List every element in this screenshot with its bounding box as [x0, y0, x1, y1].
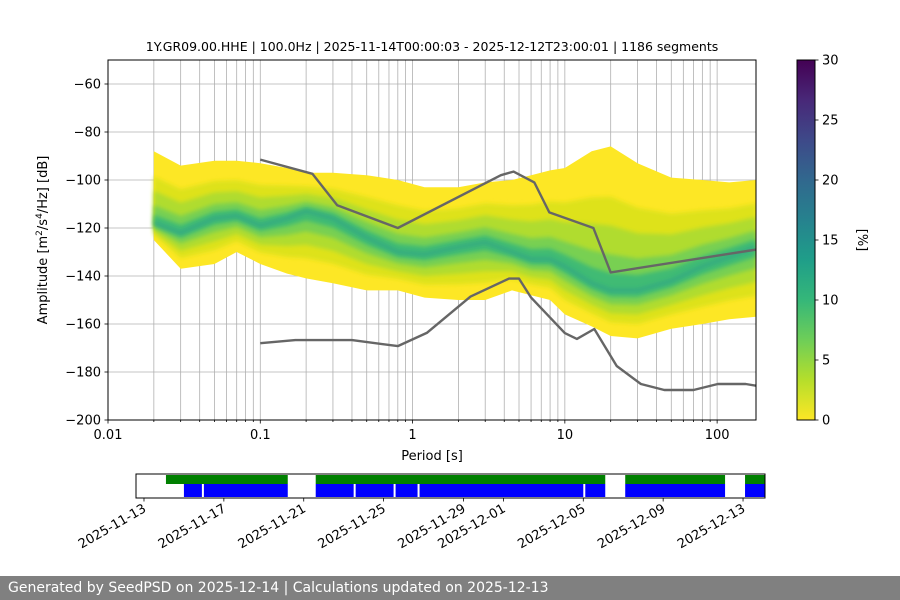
coverage-segment: [183, 484, 202, 497]
timeline-frame: [135, 473, 766, 499]
density-band-peak: [153, 206, 756, 298]
chart-title: 1Y.GR09.00.HHE | 100.0Hz | 2025-11-14T00…: [146, 39, 719, 54]
psd-figure: 1Y.GR09.00.HHE | 100.0Hz | 2025-11-14T00…: [35, 39, 869, 552]
timeline-tick-label: 2025-12-05: [515, 501, 588, 552]
colorbar-tick-label: 25: [822, 114, 839, 129]
y-axis: −200 −180 −160 −140 −120 −100 −80 −60: [65, 78, 108, 429]
data-availability-timeline: 2025-11-13 2025-11-17 2025-11-21 2025-11-25…: [76, 473, 766, 552]
density-mode-ridge: [153, 209, 756, 292]
noise-model-lines: [259, 158, 756, 392]
coverage-segment: [625, 484, 726, 497]
coverage-segment: [315, 484, 354, 497]
coverage-segment: [355, 484, 394, 497]
availability-segment: [745, 475, 765, 484]
colorbar-tick-label: 5: [822, 354, 830, 369]
x-axis: 0.01 0.1 1 10 100: [94, 420, 730, 443]
colorbar-label: [%]: [854, 229, 869, 252]
y-tick-label: −60: [74, 78, 101, 93]
colorbar-tick-label: 20: [822, 174, 839, 189]
y-tick-label: −120: [65, 222, 101, 237]
y-tick-label: −100: [65, 174, 101, 189]
y-tick-label: −200: [65, 414, 101, 429]
colorbar-tick-label: 30: [822, 54, 839, 69]
y-axis-label: Amplitude [m2/s4/Hz] [dB]: [35, 156, 51, 325]
nhnm-line: [259, 158, 756, 274]
timeline-tick-label: 2025-12-09: [595, 501, 668, 552]
x-tick-label: 0.1: [250, 428, 271, 443]
availability-bars: [165, 475, 765, 497]
nlnm-line: [260, 277, 756, 392]
timeline-tick-label: 2025-11-17: [156, 501, 229, 552]
colorbar-gradient: [796, 59, 816, 421]
y-tick-label: −160: [65, 318, 101, 333]
colorbar-tick-label: 15: [822, 234, 839, 249]
coverage-segment: [419, 484, 584, 497]
plot-frame: [107, 59, 757, 421]
footer-text: Generated by SeedPSD on 2025-12-14 | Cal…: [8, 580, 549, 596]
y-tick-label: −180: [65, 366, 101, 381]
x-tick-label: 100: [705, 428, 730, 443]
psd-density-heatmap: [153, 146, 756, 339]
colorbar: 0 5 10 15 20 25 30 [%]: [796, 54, 869, 429]
timeline-tick-label: 2025-11-13: [76, 501, 149, 552]
availability-segment: [165, 475, 288, 484]
y-tick-label: −80: [74, 126, 101, 141]
colorbar-tick-label: 10: [822, 294, 839, 309]
footer-bar: Generated by SeedPSD on 2025-12-14 | Cal…: [0, 576, 900, 600]
colorbar-ticks: 0 5 10 15 20 25 30: [815, 54, 839, 429]
x-tick-label: 1: [408, 428, 416, 443]
timeline-tick-label: 2025-11-25: [316, 501, 389, 552]
timeline-tick-label: 2025-11-21: [236, 501, 309, 552]
x-tick-label: 10: [557, 428, 574, 443]
x-axis-label: Period [s]: [401, 449, 463, 464]
y-tick-label: −140: [65, 270, 101, 285]
availability-segment: [315, 475, 606, 484]
colorbar-tick-label: 0: [822, 414, 830, 429]
x-tick-label: 0.01: [94, 428, 123, 443]
timeline-date-ticks: 2025-11-13 2025-11-17 2025-11-21 2025-11-25…: [76, 498, 748, 552]
coverage-segment: [395, 484, 418, 497]
availability-segment: [625, 475, 726, 484]
coverage-segment: [203, 484, 288, 497]
timeline-tick-label: 2025-12-13: [675, 501, 748, 552]
coverage-segment: [745, 484, 765, 497]
coverage-segment: [585, 484, 606, 497]
